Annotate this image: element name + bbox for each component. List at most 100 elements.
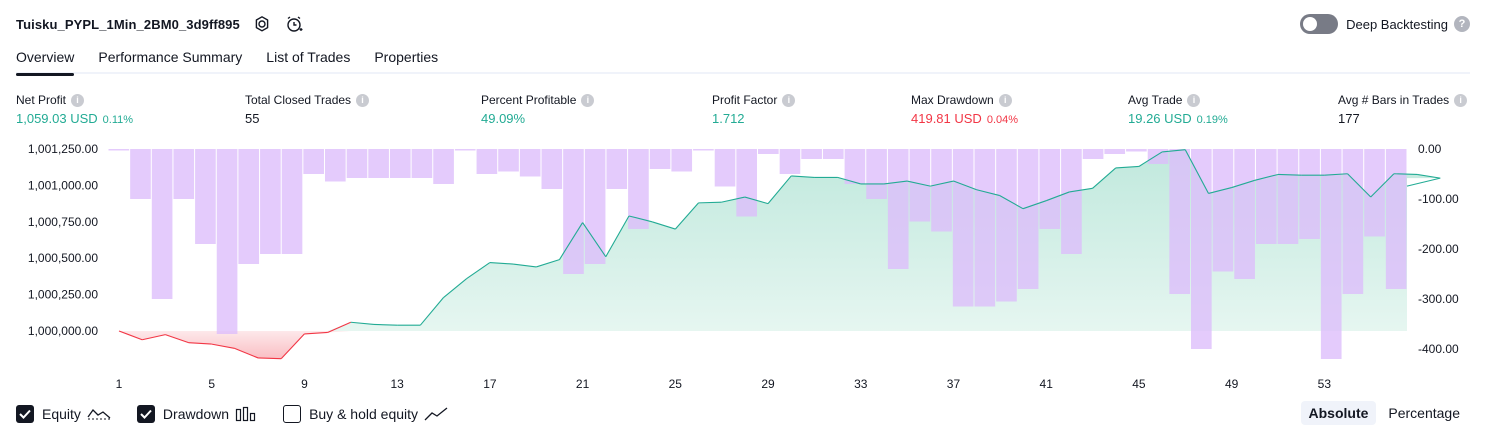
deep-backtesting-toggle[interactable] <box>1300 14 1339 34</box>
drawdown-bar <box>1385 149 1407 289</box>
tab-overview[interactable]: Overview <box>16 44 75 76</box>
equity-line-segment <box>1069 187 1093 193</box>
metric-percent: 0.11% <box>102 114 134 126</box>
equity-line-segment <box>258 357 282 360</box>
info-icon[interactable]: i <box>356 93 370 107</box>
equity-line-icon <box>87 406 111 422</box>
drawdown-bar <box>368 149 389 178</box>
equity-line-segment <box>1277 173 1302 176</box>
drawdown-bar <box>519 149 541 177</box>
equity-line-segment <box>999 195 1024 210</box>
tab-list-of-trades[interactable]: List of Trades <box>266 49 351 65</box>
equity-line-layer <box>118 149 1441 360</box>
equity-line-segment <box>582 222 607 258</box>
tab-bar: Overview Performance Summary List of Tra… <box>16 44 1470 76</box>
x-axis-tick: 49 <box>1225 377 1239 391</box>
equity-line-segment <box>512 263 537 268</box>
drawdown-bar <box>1126 149 1147 152</box>
equity-line-segment <box>744 196 769 205</box>
equity-line-segment <box>1406 177 1441 187</box>
drawdown-bar <box>1104 149 1126 154</box>
drawdown-bar <box>1342 149 1364 294</box>
equity-line-segment <box>698 201 722 204</box>
metric-label: Avg Trade <box>1128 93 1183 107</box>
equity-line-segment <box>419 297 444 326</box>
drawdown-bar <box>476 149 498 174</box>
equity-line-segment <box>1115 165 1139 169</box>
equity-line-segment <box>674 202 699 230</box>
right-axis-tick: -100.00 <box>1418 192 1459 206</box>
percentage-button[interactable]: Percentage <box>1388 405 1460 421</box>
drawdown-checkbox-item[interactable]: Drawdown <box>136 405 257 423</box>
info-icon[interactable]: i <box>782 93 796 107</box>
equity-line-segment <box>1231 179 1255 189</box>
left-axis-tick: 1,000,250.00 <box>28 288 98 302</box>
info-icon[interactable]: i <box>71 93 85 107</box>
drawdown-bar <box>130 149 151 199</box>
absolute-button[interactable]: Absolute <box>1300 401 1377 425</box>
deep-backtesting-label: Deep Backtesting <box>1346 16 1448 32</box>
equity-line-segment <box>1416 173 1441 179</box>
equity-line-segment <box>907 180 931 187</box>
info-icon[interactable]: i <box>1454 93 1468 107</box>
metric-avg-bars-in-trades: Avg # Bars in Trades i 177 <box>1338 93 1468 126</box>
toggle-knob <box>1303 17 1318 31</box>
checkbox-unchecked-icon[interactable] <box>283 405 302 423</box>
equity-line-segment <box>1162 149 1186 153</box>
metric-value: 55 <box>245 111 260 126</box>
equity-line-segment <box>466 262 491 280</box>
equity-line-segment <box>489 262 514 265</box>
tab-properties[interactable]: Properties <box>374 49 439 65</box>
x-axis-tick: 45 <box>1132 377 1146 391</box>
metric-percent-profitable: Percent Profitable i 49.09% <box>481 93 595 126</box>
info-icon[interactable]: i <box>581 93 595 107</box>
info-icon[interactable]: i <box>1187 93 1201 107</box>
equity-checkbox-item[interactable]: Equity <box>16 405 111 423</box>
drawdown-bar <box>108 149 130 151</box>
drawdown-bar <box>671 149 693 172</box>
drawdown-bar <box>195 149 216 244</box>
equity-line-segment <box>1393 173 1418 176</box>
equity-line-segment <box>118 330 143 341</box>
add-alert-icon[interactable] <box>284 14 304 34</box>
buyhold-checkbox-item[interactable]: Buy & hold equity <box>283 405 448 423</box>
metric-max-drawdown: Max Drawdown i 419.81 USD 0.04% <box>911 93 1018 126</box>
metric-label: Net Profit <box>16 93 67 107</box>
x-axis-tick: 5 <box>208 377 215 391</box>
drawdown-bar <box>1212 149 1234 272</box>
equity-line-segment <box>1138 151 1163 167</box>
equity-line-segment <box>1347 173 1372 198</box>
tab-performance-summary[interactable]: Performance Summary <box>98 49 243 65</box>
checkbox-checked-icon[interactable] <box>16 405 34 423</box>
equity-line-segment <box>211 343 236 350</box>
drawdown-bar <box>389 149 411 178</box>
right-axis-tick: -200.00 <box>1418 242 1459 256</box>
drawdown-bar <box>1255 149 1277 244</box>
x-axis-tick: 41 <box>1040 377 1054 391</box>
equity-line-segment <box>304 331 328 335</box>
info-icon[interactable]: i <box>998 93 1012 107</box>
help-icon[interactable]: ? <box>1454 16 1470 32</box>
drawdown-bar <box>1234 149 1255 279</box>
drawdown-bars-layer <box>108 149 1407 359</box>
equity-profit-area <box>119 149 1441 331</box>
equity-line-segment <box>165 334 189 344</box>
equity-drawdown-chart[interactable]: 1,001,250.00 1,001,000.00 1,000,750.00 1,00… <box>0 138 1486 394</box>
drawdown-bar <box>498 149 519 172</box>
drawdown-bar <box>1320 149 1342 359</box>
settings-icon[interactable] <box>252 14 272 34</box>
drawdown-bar <box>952 149 974 307</box>
drawdown-bar <box>758 149 779 154</box>
drawdown-bar <box>216 149 238 334</box>
equity-line-segment <box>1046 191 1070 202</box>
left-axis: 1,001,250.00 1,001,000.00 1,000,750.00 1,00… <box>28 142 98 338</box>
checkbox-checked-icon[interactable] <box>136 405 155 423</box>
x-axis-tick: 21 <box>576 377 590 391</box>
metric-profit-factor: Profit Factor i 1.712 <box>712 93 796 126</box>
drawdown-bar <box>238 149 260 264</box>
equity-line-segment <box>605 215 630 258</box>
equity-line-segment <box>837 176 861 185</box>
drawdown-bar <box>1017 149 1039 289</box>
metric-value: 177 <box>1338 111 1360 126</box>
drawdown-bar <box>1039 149 1061 229</box>
